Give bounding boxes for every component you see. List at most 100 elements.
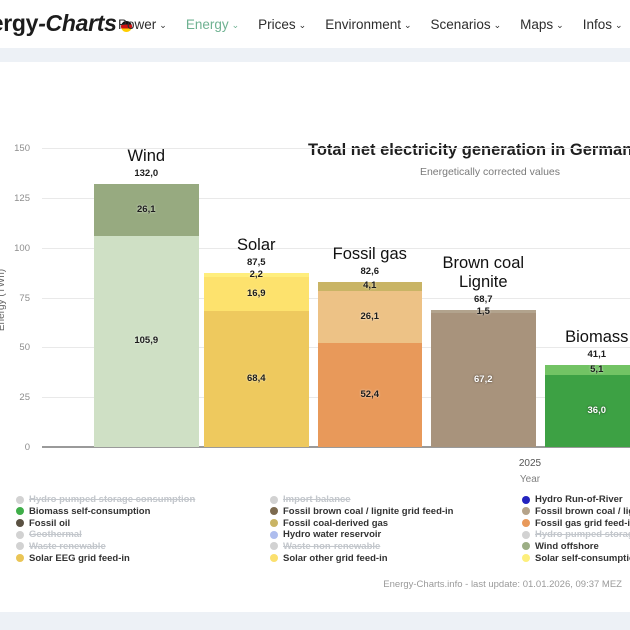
segment-value-label: 26,1 bbox=[137, 203, 156, 215]
legend-item[interactable]: Fossil brown coal / lignite grid feed-in bbox=[270, 506, 516, 518]
legend-item-label: Wind offshore bbox=[535, 540, 599, 552]
nav-item-scenarios[interactable]: Scenarios ⌄ bbox=[431, 17, 502, 32]
bar-segment-wind[interactable]: 105,9 bbox=[94, 235, 199, 447]
bar-segment-biomass[interactable]: 5,1 bbox=[544, 364, 630, 376]
nav-item-environment[interactable]: Environment ⌄ bbox=[325, 17, 411, 32]
y-tick-label: 125 bbox=[14, 192, 30, 204]
legend-item-label: Fossil gas grid feed-in bbox=[535, 517, 630, 529]
legend-item[interactable]: Fossil oil bbox=[16, 517, 264, 529]
chart-card: Total net electricity generation in Germ… bbox=[0, 62, 630, 612]
x-axis-label: Year bbox=[519, 474, 541, 485]
legend-dot-icon bbox=[16, 554, 24, 563]
x-axis-line bbox=[42, 446, 630, 448]
legend-item-label: Waste non-renewable bbox=[283, 540, 381, 552]
legend-item[interactable]: Fossil brown coal / lignite self-consump… bbox=[522, 506, 630, 518]
nav-item-label: Maps bbox=[520, 16, 554, 32]
gridline bbox=[42, 197, 630, 199]
legend-item[interactable]: Waste non-renewable bbox=[270, 541, 516, 553]
legend-dot-icon bbox=[270, 554, 278, 563]
nav-item-label: Infos bbox=[582, 16, 612, 32]
legend-item-label: Import balance bbox=[283, 494, 351, 506]
bar-segment-solar[interactable]: 68,4 bbox=[204, 310, 309, 447]
legend-item-label: Fossil brown coal / lignite grid feed-in bbox=[283, 505, 454, 517]
chevron-down-icon: ⌄ bbox=[231, 19, 240, 30]
legend-item[interactable]: Fossil gas grid feed-in bbox=[522, 517, 630, 529]
chevron-down-icon: ⌄ bbox=[556, 19, 564, 30]
nav-item-energy[interactable]: Energy ⌄ bbox=[186, 17, 239, 32]
segment-value-label: 2,2 bbox=[249, 268, 263, 280]
legend-item-label: Solar other grid feed-in bbox=[283, 552, 388, 564]
legend-item-label: Fossil oil bbox=[29, 517, 71, 529]
legend-dot-icon bbox=[522, 530, 530, 539]
nav-item-prices[interactable]: Prices ⌄ bbox=[258, 17, 306, 32]
logo-text-italic: -Charts bbox=[38, 10, 117, 36]
bar-segment-solar[interactable]: 2,2 bbox=[204, 269, 309, 280]
legend-item[interactable]: Hydro water reservoir bbox=[270, 529, 516, 541]
y-tick-label: 0 bbox=[24, 442, 30, 453]
y-tick-label: 100 bbox=[14, 242, 30, 254]
legend-item-label: Geothermal bbox=[29, 529, 82, 541]
bar-total-label: 82,6 bbox=[360, 266, 380, 278]
energy-charts-logo[interactable]: Energy-Charts bbox=[0, 10, 132, 37]
x-tick-label: 2025 bbox=[518, 458, 542, 469]
segment-value-label: 1,5 bbox=[476, 305, 490, 317]
y-tick-label: 50 bbox=[19, 342, 30, 354]
bar-total-label: 41,1 bbox=[587, 349, 607, 361]
bar-segment-brown-coal[interactable]: 1,5 bbox=[431, 306, 536, 317]
legend-dot-icon bbox=[270, 495, 278, 504]
nav-item-label: Power bbox=[118, 16, 157, 32]
bar-category-label: Brown coal Lignite bbox=[442, 254, 525, 292]
legend-item-label: Solar EEG grid feed-in bbox=[29, 552, 130, 564]
legend-dot-icon bbox=[522, 554, 530, 563]
legend-item[interactable]: Hydro pumped storage bbox=[522, 529, 630, 541]
footer-credit: Energy-Charts.info - last update: 01.01.… bbox=[383, 579, 622, 590]
legend-item[interactable]: Solar other grid feed-in bbox=[270, 552, 516, 564]
segment-value-label: 68,4 bbox=[247, 372, 266, 384]
legend-column: Hydro pumped storage consumption Biomass … bbox=[16, 494, 264, 564]
legend-item[interactable]: Solar self-consumption bbox=[522, 552, 630, 564]
legend-item[interactable]: Waste renewable bbox=[16, 541, 264, 553]
bar-category-label: Fossil gas bbox=[332, 245, 407, 264]
legend-item[interactable]: Fossil coal-derived gas bbox=[270, 517, 516, 529]
legend-dot-icon bbox=[16, 507, 24, 516]
bar-segment-solar[interactable]: 16,9 bbox=[204, 276, 309, 311]
segment-value-label: 67,2 bbox=[474, 374, 493, 386]
nav-menu: Power ⌄ Energy ⌄ Prices ⌄ Environment ⌄ Scenario… bbox=[118, 0, 623, 48]
bar-segment-fossil-gas[interactable]: 4,1 bbox=[317, 280, 422, 292]
legend-dot-icon bbox=[270, 530, 278, 539]
legend-item[interactable]: Biomass self-consumption bbox=[16, 506, 264, 518]
segment-value-label: 5,1 bbox=[590, 364, 604, 376]
legend-dot-icon bbox=[522, 507, 530, 516]
legend-item[interactable]: Import balance bbox=[270, 494, 516, 506]
segment-value-label: 16,9 bbox=[247, 287, 266, 299]
legend-item-label: Hydro Run-of-River bbox=[535, 494, 623, 506]
chart-subtitle: Energetically corrected values bbox=[419, 166, 561, 178]
segment-value-label: 4,1 bbox=[363, 280, 377, 292]
bar-segment-fossil-gas[interactable]: 52,4 bbox=[317, 342, 422, 447]
legend-item[interactable]: Geothermal bbox=[16, 529, 264, 541]
bar-segment-brown-coal[interactable]: 67,2 bbox=[431, 313, 536, 447]
page-background-band-bottom bbox=[0, 612, 630, 630]
legend-item[interactable]: Solar EEG grid feed-in bbox=[16, 552, 264, 564]
bar-category-label: Wind bbox=[127, 146, 166, 165]
nav-item-maps[interactable]: Maps ⌄ bbox=[520, 17, 564, 32]
chevron-down-icon: ⌄ bbox=[404, 19, 412, 30]
legend-item-label: Hydro water reservoir bbox=[283, 529, 382, 541]
legend-item[interactable]: Hydro pumped storage consumption bbox=[16, 494, 264, 506]
segment-value-label: 26,1 bbox=[360, 310, 380, 322]
bar-segment-biomass[interactable]: 36,0 bbox=[544, 375, 630, 447]
bar-segment-wind[interactable]: 26,1 bbox=[94, 183, 199, 236]
segment-value-label: 36,0 bbox=[587, 405, 607, 417]
nav-item-infos[interactable]: Infos ⌄ bbox=[583, 17, 623, 32]
legend-item[interactable]: Hydro Run-of-River bbox=[522, 494, 630, 506]
chevron-down-icon: ⌄ bbox=[493, 19, 502, 30]
nav-item-power[interactable]: Power ⌄ bbox=[118, 17, 167, 32]
legend-dot-icon bbox=[16, 530, 24, 539]
legend-item-label: Fossil coal-derived gas bbox=[283, 517, 389, 529]
nav-item-label: Energy bbox=[185, 16, 229, 32]
legend-item-label: Biomass self-consumption bbox=[29, 505, 151, 517]
bar-segment-fossil-gas[interactable]: 26,1 bbox=[317, 290, 422, 343]
legend-item[interactable]: Wind offshore bbox=[522, 541, 630, 553]
legend-dot-icon bbox=[522, 495, 530, 504]
nav-item-label: Prices bbox=[258, 16, 296, 32]
